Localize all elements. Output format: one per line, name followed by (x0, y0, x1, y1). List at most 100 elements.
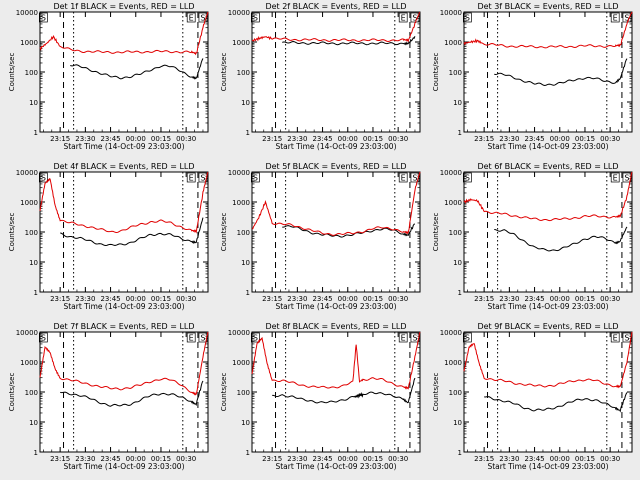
y-tick-label: 10000 (440, 169, 462, 177)
x-tick-label: 00:00 (550, 455, 570, 463)
y-tick-label: 1 (458, 289, 462, 297)
interval-marker-box (463, 12, 472, 23)
y-tick-label: 10 (29, 419, 38, 427)
events-series-line (282, 223, 416, 238)
x-tick-label: 23:15 (474, 295, 494, 303)
interval-marker-box (186, 172, 196, 183)
x-axis-title: Start Time (14-Oct-09 23:03:00) (275, 142, 396, 151)
x-axis-title: Start Time (14-Oct-09 23:03:00) (63, 142, 184, 151)
events-series-line (60, 217, 204, 247)
interval-marker-box (398, 172, 408, 183)
y-tick-label: 100 (237, 389, 250, 397)
interval-marker-label: S (41, 14, 46, 23)
interval-marker-label: S (465, 174, 470, 183)
y-axis-title: Counts/sec (220, 373, 228, 412)
y-tick-label: 1 (246, 129, 250, 137)
y-axis-title: Counts/sec (432, 373, 440, 412)
lld-series-line (251, 171, 421, 236)
interval-marker-label: S (465, 334, 470, 343)
y-tick-label: 10 (453, 99, 462, 107)
x-axis-title: Start Time (14-Oct-09 23:03:00) (487, 142, 608, 151)
x-axis-title: Start Time (14-Oct-09 23:03:00) (275, 302, 396, 311)
x-tick-label: 00:15 (151, 295, 171, 303)
plot-frame (39, 11, 209, 133)
interval-marker-label: S (253, 334, 258, 343)
x-tick-label: 23:30 (75, 455, 95, 463)
interval-marker-box (251, 332, 260, 343)
x-tick-label: 23:45 (100, 455, 120, 463)
x-tick-label: 00:15 (575, 455, 595, 463)
panel-det-2f: Det 2f BLACK = Events, RED = LLD 1 10 100 10… (220, 2, 421, 151)
panel-det-8f: Det 8f BLACK = Events, RED = LLD 1 10 100 10… (220, 322, 421, 471)
x-tick-label: 00:00 (338, 295, 358, 303)
interval-marker-label: S (200, 14, 205, 23)
y-tick-label: 1000 (232, 199, 250, 207)
lld-series-line (463, 331, 633, 389)
events-series-line (494, 58, 628, 87)
y-tick-label: 100 (25, 69, 38, 77)
y-tick-label: 1 (246, 449, 250, 457)
x-tick-label: 23:45 (312, 135, 332, 143)
interval-marker-box (39, 332, 48, 343)
y-tick-label: 1 (246, 289, 250, 297)
y-axis-title: Counts/sec (8, 373, 16, 412)
interval-marker-label: S (624, 14, 629, 23)
x-tick-label: 23:45 (100, 295, 120, 303)
interval-marker-label: E (613, 334, 618, 343)
x-tick-label: 23:30 (287, 455, 307, 463)
interval-marker-label: S (253, 174, 258, 183)
x-tick-label: 00:00 (126, 135, 146, 143)
x-tick-label: 23:15 (474, 455, 494, 463)
events-series-line (494, 226, 628, 252)
x-tick-label: 23:15 (474, 135, 494, 143)
interval-marker-label: S (624, 174, 629, 183)
interval-marker-label: S (41, 334, 46, 343)
x-tick-label: 00:15 (363, 295, 383, 303)
y-axis-title: Counts/sec (432, 53, 440, 92)
interval-marker-label: E (189, 334, 194, 343)
lld-series-line (39, 11, 209, 56)
x-tick-label: 00:30 (388, 295, 408, 303)
y-tick-label: 1 (458, 449, 462, 457)
lld-series-line (39, 331, 209, 396)
y-tick-label: 1 (458, 129, 462, 137)
x-tick-label: 23:15 (50, 295, 70, 303)
interval-marker-box (410, 12, 420, 23)
lld-series-line (251, 11, 421, 43)
x-tick-label: 00:15 (575, 135, 595, 143)
y-tick-label: 10000 (16, 9, 38, 17)
interval-marker-box (610, 172, 620, 183)
interval-marker-label: E (401, 174, 406, 183)
x-axis-title: Start Time (14-Oct-09 23:03:00) (487, 462, 608, 471)
panel-det-1f: Det 1f BLACK = Events, RED = LLD 1 10 100 10… (8, 2, 209, 151)
interval-marker-box (39, 172, 48, 183)
panel-title: Det 5f BLACK = Events, RED = LLD (265, 162, 406, 171)
y-tick-label: 10000 (16, 169, 38, 177)
events-series-line (282, 36, 416, 46)
y-tick-label: 1000 (232, 359, 250, 367)
lld-series-line (39, 171, 209, 234)
y-tick-label: 10 (29, 259, 38, 267)
x-tick-label: 00:00 (126, 455, 146, 463)
x-tick-label: 00:30 (600, 295, 620, 303)
interval-marker-label: S (41, 174, 46, 183)
x-tick-label: 23:30 (499, 455, 519, 463)
x-tick-label: 23:15 (50, 135, 70, 143)
interval-marker-box (463, 172, 472, 183)
x-tick-label: 23:30 (75, 135, 95, 143)
y-axis-title: Counts/sec (432, 213, 440, 252)
lld-series-line (463, 171, 633, 222)
x-tick-label: 00:15 (363, 455, 383, 463)
x-tick-label: 00:00 (126, 295, 146, 303)
panel-title: Det 7f BLACK = Events, RED = LLD (53, 322, 194, 331)
y-axis-title: Counts/sec (8, 53, 16, 92)
panel-title: Det 4f BLACK = Events, RED = LLD (53, 162, 194, 171)
interval-marker-box (610, 332, 620, 343)
x-tick-label: 23:15 (262, 135, 282, 143)
x-tick-label: 00:00 (338, 455, 358, 463)
x-tick-label: 23:30 (287, 135, 307, 143)
x-tick-label: 00:30 (176, 295, 196, 303)
y-axis-title: Counts/sec (220, 213, 228, 252)
x-tick-label: 23:45 (312, 295, 332, 303)
